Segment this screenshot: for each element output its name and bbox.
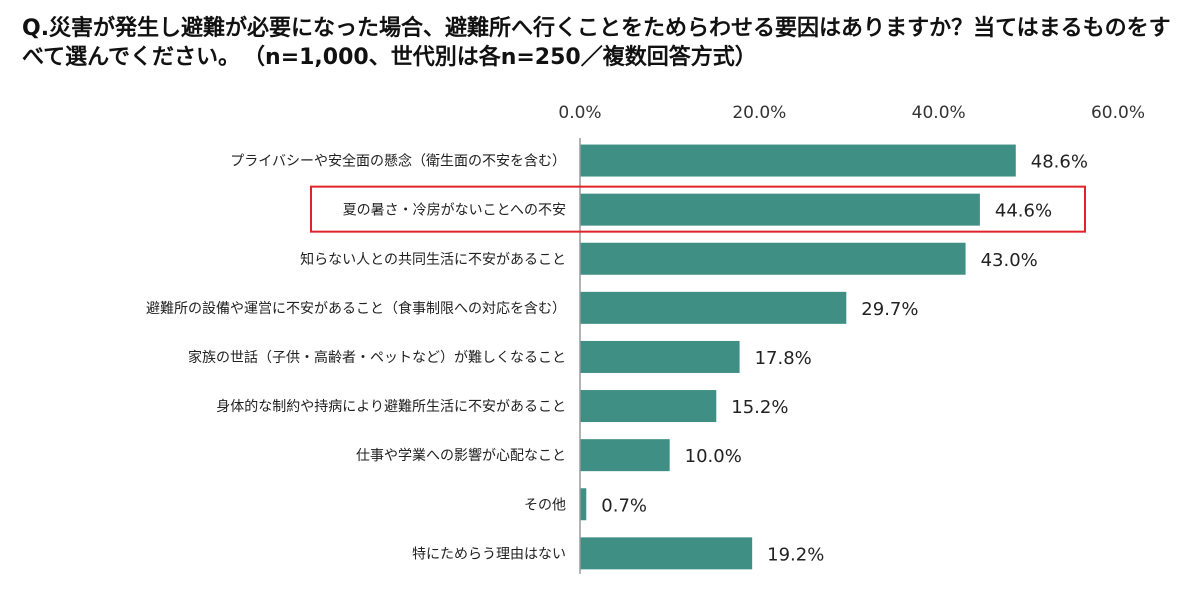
bar: [580, 439, 670, 472]
bar: [580, 390, 717, 423]
question-title: Q.災害が発生し避難が必要になった場合、避難所へ行くことをためらわせる要因はあり…: [22, 14, 1187, 72]
value-label: 29.7%: [861, 299, 918, 320]
value-label: 19.2%: [767, 544, 824, 565]
value-label: 43.0%: [981, 250, 1038, 271]
bar: [580, 193, 980, 226]
category-label: 仕事や学業への影響が心配なこと: [356, 447, 566, 464]
value-label: 0.7%: [601, 495, 647, 516]
value-label: 17.8%: [755, 348, 812, 369]
question-text: Q.災害が発生し避難が必要になった場合、避難所へ行くことをためらわせる要因はあり…: [22, 16, 1171, 70]
category-label: 避難所の設備や運営に不安があること（食事制限への対応を含む）: [146, 300, 566, 317]
bar: [580, 340, 740, 373]
bars: [580, 144, 1016, 570]
category-label: その他: [524, 497, 566, 513]
x-axis-ticks: 0.0% 20.0% 40.0% 60.0%: [558, 103, 1145, 123]
x-tick-label: 60.0%: [1091, 103, 1145, 123]
category-labels: プライバシーや安全面の懸念（衛生面の不安を含む） 夏の暑さ・冷房がないことへの不安…: [146, 153, 566, 563]
value-label: 15.2%: [731, 397, 788, 418]
bar: [580, 291, 847, 324]
bar: [580, 242, 966, 275]
bar: [580, 488, 587, 521]
category-label: 身体的な制約や持病により避難所生活に不安があること: [216, 399, 566, 415]
sample-note: （n=1,000、世代別は各n=250／複数回答方式）: [254, 45, 757, 70]
bar: [580, 144, 1016, 177]
category-label: 特にためらう理由はない: [412, 546, 566, 562]
x-tick-label: 20.0%: [732, 103, 786, 123]
x-tick-label: 0.0%: [558, 103, 601, 123]
value-label: 10.0%: [685, 446, 742, 467]
highlight-box: [310, 185, 1086, 233]
category-label: 夏の暑さ・冷房がないことへの不安: [343, 203, 566, 219]
value-labels: 48.6% 44.6% 43.0% 29.7% 17.8% 15.2% 10.0% 0.7% 1…: [601, 152, 1088, 566]
category-label: 家族の世話（子供・高齢者・ペットなど）が難しくなること: [188, 349, 566, 366]
bar: [580, 537, 753, 570]
category-label: 知らない人との共同生活に不安があること: [300, 251, 566, 268]
value-label: 44.6%: [995, 201, 1052, 222]
x-tick-label: 40.0%: [912, 103, 966, 123]
category-label: プライバシーや安全面の懸念（衛生面の不安を含む）: [230, 153, 566, 170]
value-label: 48.6%: [1031, 152, 1088, 173]
